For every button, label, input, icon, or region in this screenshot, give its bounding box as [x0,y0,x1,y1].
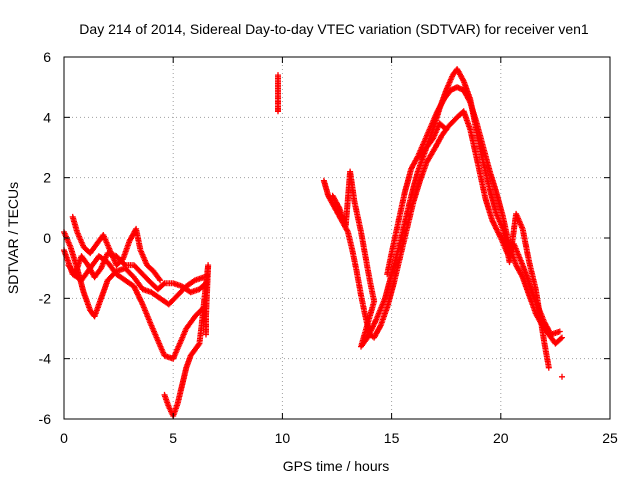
series-track-g [320,108,563,341]
data-point [518,272,525,279]
series-track-i [384,84,565,347]
data-point [160,281,167,288]
data-point [203,331,209,338]
x-tick-label: 5 [169,430,177,446]
data-point [545,364,552,371]
data-point [372,317,379,324]
x-tick-label: 20 [493,430,509,446]
y-tick-label: 2 [43,170,51,186]
x-axis-label: GPS time / hours [283,458,390,474]
data-point [557,335,564,342]
x-tick-label: 0 [60,430,68,446]
data-point [442,125,449,132]
data-point [275,108,281,115]
x-tick-label: 10 [275,430,291,446]
y-tick-label: -2 [39,290,52,306]
data-point [559,334,565,341]
data-point [493,225,500,232]
series-track-c [69,213,164,284]
series-track-f [275,72,281,115]
series-track-d [65,250,209,296]
data-point [459,76,466,83]
data-points [61,66,565,419]
data-point [195,341,202,348]
y-tick-label: 4 [43,109,51,125]
data-point [556,328,563,335]
chart-title: Day 214 of 2014, Sidereal Day-to-day VTE… [79,21,589,37]
data-point [559,373,565,380]
x-tick-label: 25 [602,430,618,446]
y-tick-label: -4 [39,351,52,367]
y-tick-label: 0 [43,230,51,246]
data-point [156,275,163,282]
axis-ticks: 0 5 10 15 20 25 -6 -4 -2 0 2 4 6 [39,49,618,446]
series-track-e [161,262,212,419]
data-point [377,323,383,330]
series-track-j [417,120,565,380]
data-point [335,203,342,210]
x-tick-label: 15 [384,430,400,446]
data-point [121,261,128,267]
y-axis-label: SDTVAR / TECUs [5,182,21,294]
data-point [443,126,450,133]
y-tick-label: 6 [43,49,51,65]
data-point [157,277,164,284]
y-tick-label: -6 [39,411,52,427]
